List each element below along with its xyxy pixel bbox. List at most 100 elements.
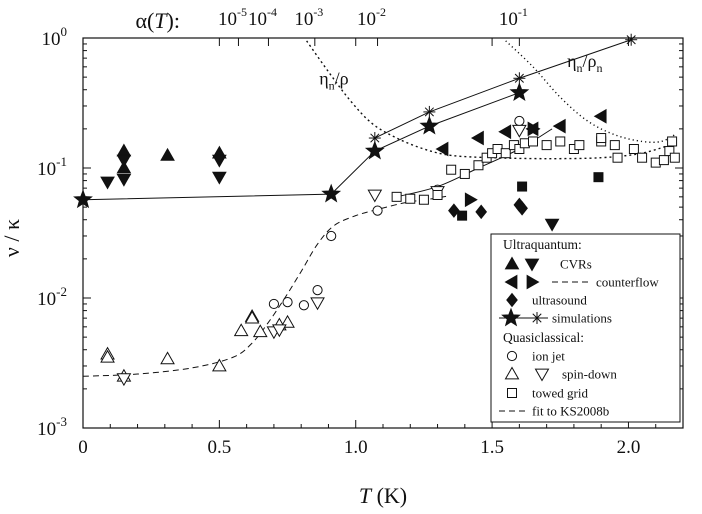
data-point bbox=[492, 144, 503, 155]
data-point bbox=[367, 189, 383, 203]
data-point bbox=[310, 297, 325, 311]
top-tick-label: 10-5 bbox=[218, 5, 247, 30]
data-point bbox=[593, 172, 604, 183]
data-point bbox=[280, 314, 295, 328]
y-tick-label: 10-1 bbox=[37, 154, 67, 180]
data-point bbox=[419, 115, 440, 135]
data-point bbox=[541, 140, 552, 151]
data-point bbox=[100, 176, 115, 190]
data-point bbox=[446, 164, 457, 175]
data-point bbox=[212, 171, 227, 185]
data-point bbox=[282, 296, 293, 308]
legend-label-counterflow: counterflow bbox=[596, 275, 659, 290]
data-point bbox=[509, 82, 530, 102]
data-point bbox=[596, 133, 607, 144]
legend-heading-quasiclassical: Quasiclassical: bbox=[503, 330, 584, 345]
data-point bbox=[628, 144, 639, 155]
data-point bbox=[252, 324, 268, 338]
data-point bbox=[73, 189, 93, 209]
data-point bbox=[512, 124, 527, 138]
x-tick-label: 0 bbox=[78, 437, 88, 458]
data-point bbox=[500, 148, 511, 159]
data-point bbox=[312, 285, 323, 296]
data-point bbox=[457, 210, 468, 221]
data-point bbox=[448, 203, 460, 218]
data-point bbox=[272, 324, 287, 338]
legend-marker bbox=[504, 274, 518, 290]
data-point bbox=[160, 147, 175, 161]
data-point bbox=[528, 136, 538, 147]
legend-label-spindown: spin-down bbox=[562, 367, 617, 382]
legend-marker bbox=[526, 274, 540, 290]
data-point bbox=[552, 118, 566, 134]
data-point bbox=[459, 168, 470, 179]
data-point bbox=[527, 121, 541, 137]
data-point bbox=[116, 154, 132, 168]
annotation-layer: ηn/ρ ηn/ρn bbox=[319, 51, 602, 93]
data-point bbox=[368, 132, 381, 145]
legend-label-ionjet: ion jet bbox=[532, 349, 565, 364]
data-point bbox=[160, 351, 175, 365]
top-tick-label: 10-4 bbox=[248, 5, 277, 30]
legend-marker bbox=[507, 388, 517, 398]
data-point bbox=[470, 130, 484, 146]
top-axis-label: α(T): bbox=[135, 8, 180, 33]
data-point bbox=[100, 349, 115, 363]
data-point bbox=[391, 191, 402, 202]
data-point bbox=[667, 136, 678, 147]
legend-heading-ultraquantum: Ultraquantum: bbox=[503, 237, 582, 252]
data-point bbox=[574, 140, 585, 151]
legend-marker bbox=[504, 256, 520, 270]
data-point bbox=[405, 193, 416, 204]
legend-marker bbox=[501, 307, 521, 327]
data-point bbox=[517, 181, 528, 192]
data-point bbox=[116, 373, 132, 387]
data-point bbox=[116, 173, 132, 187]
x-tick-label: 1.5 bbox=[480, 437, 504, 458]
top-tick-label: 10-1 bbox=[499, 5, 528, 30]
x-tick-label: 0.5 bbox=[207, 437, 231, 458]
top-tick-label: 10-2 bbox=[357, 5, 386, 30]
data-point bbox=[473, 160, 484, 171]
data-point bbox=[514, 115, 525, 127]
legend-label-cvrs: CVRs bbox=[560, 257, 592, 272]
data-point bbox=[516, 200, 528, 216]
series-line bbox=[82, 92, 520, 201]
legend: Ultraquantum: Quasiclassical: CVRs counterf… bbox=[490, 233, 681, 423]
curve-annotation: ηn/ρn bbox=[567, 51, 602, 75]
legend-label-towed: towed grid bbox=[532, 386, 588, 401]
tick-labels: 0 0.5 1.0 1.5 2.0 100 10-1 10-2 10-3 10-5 10-4 10-3… bbox=[37, 5, 640, 458]
data-point bbox=[423, 105, 436, 118]
x-axis-label: T (K) bbox=[359, 483, 407, 508]
legend-marker bbox=[504, 366, 520, 380]
tick-marks bbox=[82, 37, 683, 429]
data-point bbox=[212, 154, 227, 168]
data-point bbox=[212, 358, 227, 372]
data-point bbox=[364, 140, 385, 160]
data-point bbox=[418, 194, 429, 205]
series-line bbox=[306, 40, 676, 160]
data-point bbox=[625, 33, 638, 46]
data-point bbox=[593, 108, 607, 124]
data-point bbox=[475, 204, 488, 220]
data-point bbox=[498, 124, 512, 140]
data-point bbox=[268, 298, 280, 310]
data-point bbox=[244, 310, 260, 324]
legend-box bbox=[490, 233, 681, 423]
data-point bbox=[555, 136, 566, 147]
data-point bbox=[233, 323, 249, 337]
legend-label-simulations: simulations bbox=[552, 311, 612, 326]
x-tick-label: 1.0 bbox=[344, 437, 368, 458]
data-point bbox=[326, 230, 337, 242]
data-point bbox=[637, 152, 648, 163]
data-point bbox=[116, 143, 132, 157]
curve-annotation: ηn/ρ bbox=[319, 68, 348, 92]
legend-label-ultrasound: ultrasound bbox=[532, 293, 587, 308]
legend-marker bbox=[506, 350, 518, 362]
legend-marker bbox=[524, 258, 540, 272]
top-tick-label: 10-3 bbox=[294, 5, 323, 30]
series-line bbox=[374, 39, 632, 139]
legend-label-fit: fit to KS2008b bbox=[532, 404, 609, 419]
data-point bbox=[664, 146, 675, 157]
